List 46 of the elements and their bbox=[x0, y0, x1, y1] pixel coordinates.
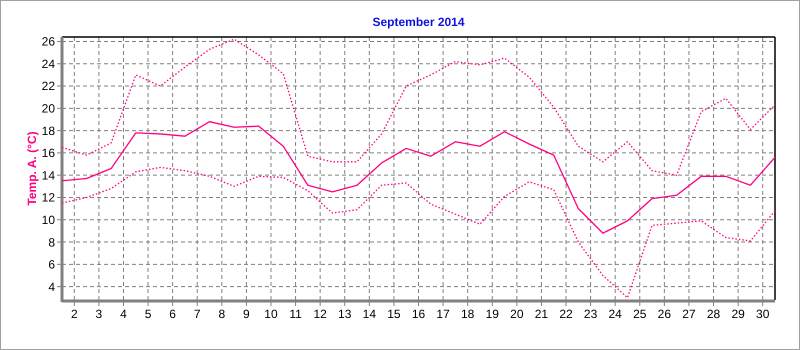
x-tick-label: 25 bbox=[633, 307, 647, 321]
y-tick-label: 18 bbox=[42, 124, 56, 138]
x-tick-label: 27 bbox=[682, 307, 696, 321]
x-tick-label: 8 bbox=[218, 307, 226, 321]
x-tick-label: 16 bbox=[412, 307, 426, 321]
y-tick-label: 22 bbox=[42, 79, 56, 94]
x-tick-label: 3 bbox=[96, 307, 103, 321]
line-series bbox=[61, 166, 776, 298]
chart-title: September 2014 bbox=[372, 15, 465, 29]
x-tick-label: 11 bbox=[289, 307, 302, 321]
x-tick-label: 22 bbox=[559, 307, 574, 321]
x-tick-label: 14 bbox=[362, 307, 376, 321]
x-tick-label: 15 bbox=[387, 307, 401, 321]
x-tick-label: 26 bbox=[658, 307, 672, 321]
y-tick-label: 16 bbox=[42, 146, 56, 160]
x-tick-label: 29 bbox=[731, 307, 746, 321]
line-series bbox=[61, 38, 776, 176]
line-series bbox=[61, 121, 776, 234]
y-tick-label: 4 bbox=[48, 280, 56, 294]
x-tick-label: 7 bbox=[194, 307, 201, 321]
y-tick-label: 14 bbox=[42, 168, 56, 182]
x-tick-label: 5 bbox=[144, 307, 152, 321]
y-tick-label: 6 bbox=[48, 258, 56, 272]
y-tick-label: 26 bbox=[42, 34, 56, 49]
x-tick-label: 28 bbox=[706, 307, 721, 321]
x-tick-label: 19 bbox=[486, 307, 500, 321]
y-tick-label: 24 bbox=[42, 56, 56, 71]
x-tick-label: 6 bbox=[169, 307, 176, 321]
x-tick-label: 4 bbox=[120, 307, 128, 321]
x-tick-label: 12 bbox=[313, 307, 328, 321]
y-tick-label: 8 bbox=[48, 235, 56, 250]
y-tick-label: 20 bbox=[42, 102, 56, 116]
x-tick-label: 2 bbox=[70, 307, 78, 321]
x-tick-label: 23 bbox=[584, 307, 598, 321]
x-tick-label: 18 bbox=[460, 307, 475, 321]
y-tick-label: 10 bbox=[42, 212, 56, 227]
x-tick-label: 10 bbox=[264, 307, 278, 321]
x-tick-label: 9 bbox=[243, 307, 250, 321]
x-tick-label: 13 bbox=[338, 307, 352, 321]
x-tick-label: 20 bbox=[510, 307, 524, 321]
x-tick-label: 17 bbox=[436, 307, 450, 321]
y-tick-label: 12 bbox=[42, 190, 56, 205]
x-tick-label: 21 bbox=[534, 307, 548, 321]
x-tick-label: 30 bbox=[756, 307, 770, 321]
x-tick-label: 24 bbox=[608, 307, 622, 321]
y-axis-title: Temp. A. (°C) bbox=[25, 131, 39, 206]
